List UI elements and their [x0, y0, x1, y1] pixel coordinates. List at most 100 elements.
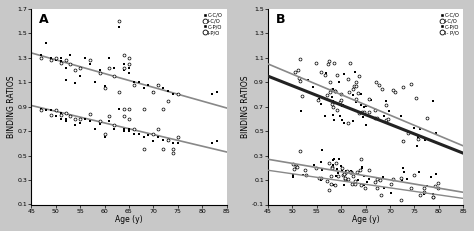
- Point: [317, 176, 325, 180]
- Point: [387, 182, 394, 186]
- Point: [125, 56, 133, 60]
- Point: [169, 148, 177, 151]
- Point: [174, 142, 182, 145]
- Point: [355, 178, 362, 182]
- Point: [110, 66, 118, 70]
- Point: [390, 177, 397, 181]
- Point: [349, 93, 357, 97]
- Point: [361, 174, 368, 177]
- Point: [338, 166, 346, 169]
- Point: [47, 113, 55, 117]
- Point: [312, 61, 320, 65]
- Point: [429, 99, 437, 103]
- Point: [384, 117, 392, 121]
- Point: [358, 166, 365, 170]
- Point: [340, 121, 347, 125]
- Point: [380, 114, 387, 118]
- Point: [383, 103, 390, 107]
- Point: [347, 169, 355, 173]
- Point: [106, 56, 113, 60]
- Point: [208, 142, 216, 145]
- Point: [326, 161, 333, 165]
- Point: [91, 80, 99, 84]
- Point: [37, 109, 45, 112]
- Point: [169, 151, 177, 155]
- Point: [413, 96, 420, 99]
- Point: [335, 80, 343, 84]
- Point: [304, 78, 312, 82]
- Point: [125, 66, 133, 70]
- Point: [52, 115, 60, 118]
- Point: [374, 116, 381, 120]
- Point: [293, 165, 301, 169]
- Point: [120, 129, 128, 133]
- Point: [120, 127, 128, 131]
- Point: [356, 74, 363, 78]
- Point: [159, 148, 167, 151]
- Point: [291, 70, 299, 73]
- Point: [376, 178, 383, 182]
- Point: [115, 90, 123, 94]
- Point: [399, 139, 406, 143]
- Point: [318, 178, 325, 182]
- Point: [120, 54, 128, 57]
- Text: B: B: [276, 13, 285, 26]
- Point: [340, 184, 348, 187]
- Point: [372, 80, 379, 84]
- Point: [378, 193, 385, 196]
- Point: [391, 90, 398, 93]
- Point: [337, 100, 344, 104]
- Point: [86, 58, 94, 62]
- Point: [164, 139, 172, 143]
- Point: [357, 183, 365, 186]
- Point: [360, 106, 368, 109]
- Point: [337, 164, 345, 168]
- Point: [372, 180, 379, 183]
- Point: [371, 108, 378, 112]
- Point: [328, 102, 336, 106]
- Point: [101, 87, 109, 90]
- Point: [337, 98, 345, 102]
- Point: [164, 99, 172, 103]
- Legend: C-C/O, I-C/O, C-P/O, I-P/O: C-C/O, I-C/O, C-P/O, I-P/O: [203, 12, 224, 36]
- Point: [382, 100, 390, 103]
- Point: [330, 61, 337, 65]
- Point: [313, 166, 320, 170]
- Point: [352, 80, 360, 84]
- Point: [37, 56, 45, 60]
- Point: [318, 70, 325, 73]
- Point: [57, 56, 64, 60]
- Point: [130, 83, 137, 87]
- Point: [432, 172, 439, 176]
- Point: [174, 93, 182, 96]
- Point: [365, 178, 373, 181]
- Point: [314, 98, 322, 102]
- Point: [72, 68, 79, 72]
- Point: [120, 62, 128, 66]
- Point: [86, 112, 94, 116]
- Point: [67, 115, 74, 118]
- Point: [347, 170, 355, 173]
- Point: [334, 174, 342, 178]
- Point: [213, 139, 220, 143]
- Point: [289, 176, 297, 179]
- Point: [321, 73, 329, 77]
- Point: [330, 183, 337, 187]
- X-axis label: Age (y): Age (y): [115, 215, 143, 224]
- Point: [159, 138, 167, 142]
- Point: [42, 109, 50, 112]
- Point: [399, 85, 407, 88]
- Point: [398, 178, 406, 182]
- Point: [322, 115, 329, 118]
- Point: [326, 81, 334, 84]
- Point: [334, 108, 341, 111]
- Point: [125, 117, 133, 121]
- Point: [329, 158, 337, 162]
- Point: [365, 97, 373, 101]
- Point: [145, 83, 152, 87]
- Point: [353, 97, 360, 101]
- Point: [72, 117, 79, 121]
- Point: [96, 119, 103, 123]
- Point: [57, 61, 64, 65]
- Point: [125, 62, 133, 66]
